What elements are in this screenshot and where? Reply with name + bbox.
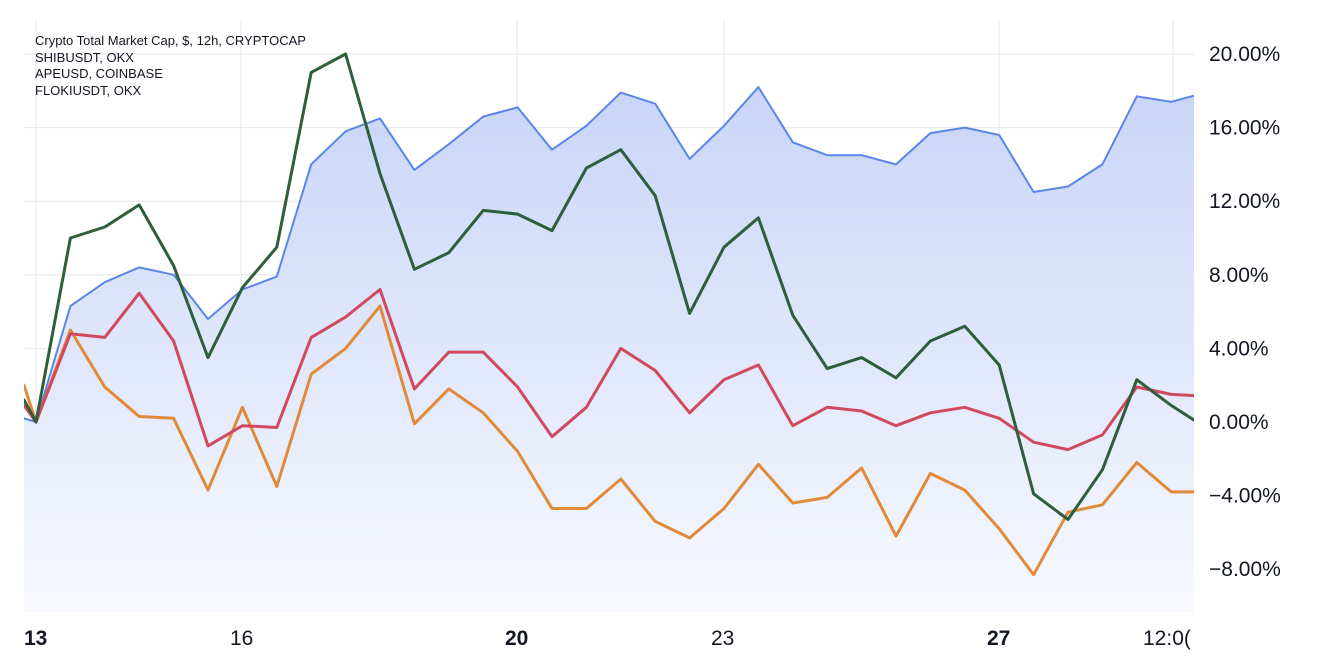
series-line-red [24, 288, 1194, 452]
area-fill [24, 87, 1194, 612]
legend: Crypto Total Market Cap, $, 12h, CRYPTOC… [35, 33, 306, 99]
y-tick-label: 20.00% [1209, 43, 1280, 66]
legend-entry-total-market-cap[interactable]: Crypto Total Market Cap, $, 12h, CRYPTOC… [35, 33, 306, 48]
y-tick-label: 16.00% [1209, 117, 1280, 140]
series-lines [24, 52, 1194, 577]
series-area-blue [24, 87, 1194, 612]
x-tick-label: 27 [987, 627, 1010, 650]
x-tick-label: 20 [505, 627, 528, 650]
legend-entry-flokiusdt[interactable]: FLOKIUSDT, OKX [35, 82, 142, 98]
y-tick-label: 0.00% [1209, 411, 1269, 434]
series-line-orange [24, 304, 1194, 577]
x-tick-label: 16 [230, 627, 253, 650]
y-tick-label: −8.00% [1209, 558, 1281, 581]
series-line-blue [24, 86, 1194, 423]
legend-entry-apeusd[interactable]: APEUSD, COINBASE [35, 66, 163, 81]
x-tick-label: 12:0( [1143, 627, 1191, 650]
x-tick-label: 13 [24, 627, 47, 650]
y-tick-label: 12.00% [1209, 190, 1280, 213]
y-axis: 20.00% 16.00% 12.00% 8.00% 4.00% 0.00% −4.00% −… [1209, 43, 1281, 581]
series-line-green [24, 52, 1194, 521]
y-tick-label: −4.00% [1209, 485, 1281, 508]
y-tick-label: 4.00% [1209, 337, 1269, 360]
legend-entry-shibusdt[interactable]: SHIBUSDT, OKX [35, 49, 134, 65]
y-tick-label: 8.00% [1209, 264, 1269, 287]
x-tick-label: 23 [711, 627, 734, 650]
x-axis: 13 16 20 23 27 12:0( [24, 627, 1191, 650]
